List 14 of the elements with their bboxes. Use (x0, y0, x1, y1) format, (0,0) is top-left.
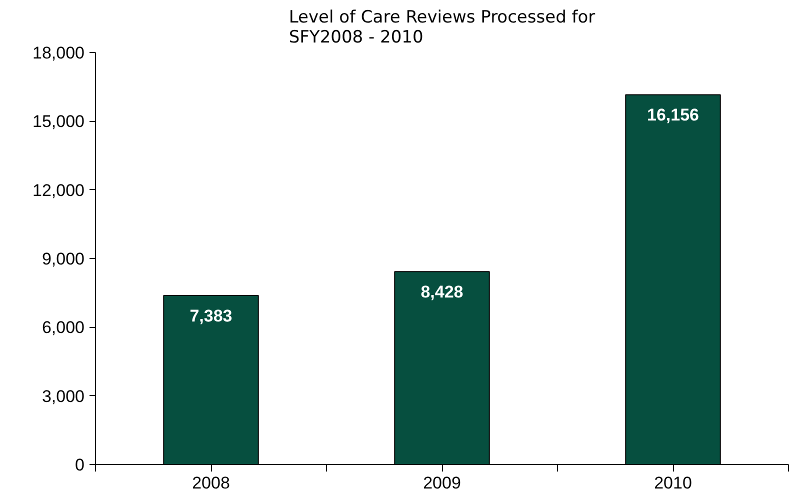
y-tick-label: 18,000 (32, 44, 85, 62)
data-label: 8,428 (420, 282, 464, 302)
y-tick-label: 9,000 (42, 250, 85, 268)
data-label: 7,383 (190, 306, 232, 326)
x-tick-label: 2009 (423, 474, 461, 492)
y-tick-label: 6,000 (42, 318, 85, 338)
x-tick-label: 2010 (654, 474, 692, 492)
y-tick-label: 12,000 (32, 180, 85, 200)
data-label: 16,156 (647, 106, 699, 125)
y-tick-label: 15,000 (32, 112, 85, 132)
y-tick-label: 3,000 (42, 386, 85, 406)
y-tick-label: 0 (75, 456, 85, 474)
chart-title: Level of Care Reviews Processed for SFY2008 - 2010 (288, 8, 596, 48)
x-tick-label: 2008 (192, 474, 230, 492)
